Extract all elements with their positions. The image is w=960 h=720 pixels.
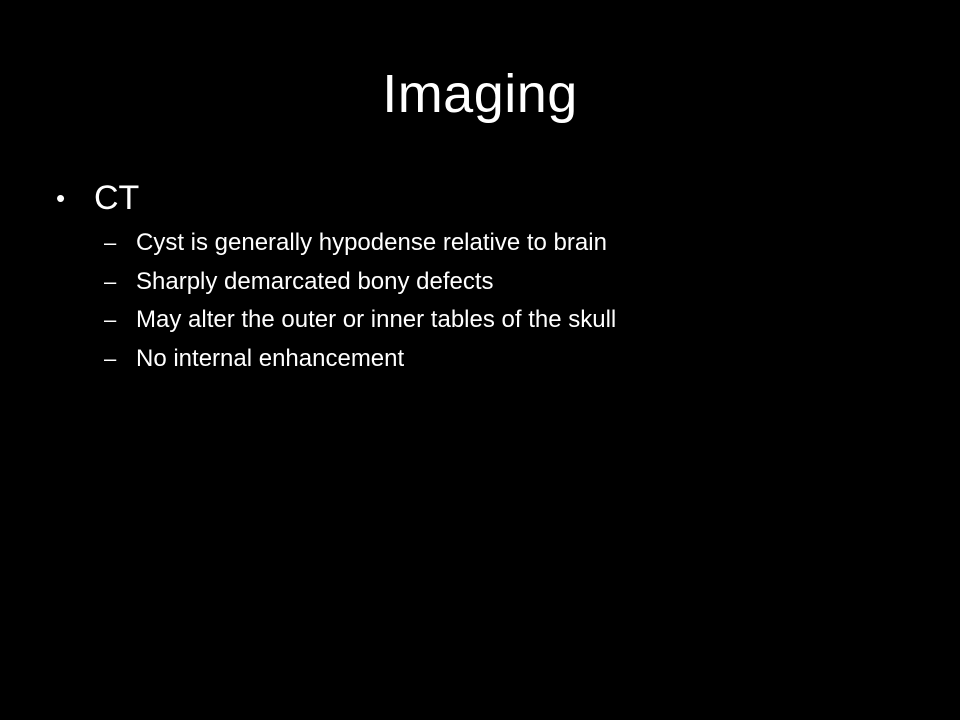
sub-bullet-marker: –: [104, 268, 117, 294]
sub-bullet-marker: –: [104, 307, 117, 333]
bullet-ct: • CT: [56, 174, 139, 222]
sub-bullet-text: No internal enhancement: [136, 344, 405, 372]
sub-bullet-item: – May alter the outer or inner tables of…: [104, 301, 616, 340]
sub-bullet-text: Sharply demarcated bony defects: [136, 267, 494, 295]
bullet-text: CT: [94, 179, 140, 217]
sub-bullet-item: – Cyst is generally hypodense relative t…: [104, 224, 616, 263]
sub-bullet-item: – No internal enhancement: [104, 340, 616, 379]
slide-title: Imaging: [382, 64, 578, 124]
sub-bullet-text: Cyst is generally hypodense relative to …: [136, 229, 607, 257]
bullet-marker: •: [56, 183, 66, 213]
sub-bullet-marker: –: [104, 345, 117, 371]
sub-bullet-marker: –: [104, 230, 117, 256]
sub-bullet-list: – Cyst is generally hypodense relative t…: [104, 224, 616, 378]
sub-bullet-text: May alter the outer or inner tables of t…: [136, 306, 617, 334]
sub-bullet-item: – Sharply demarcated bony defects: [104, 263, 616, 302]
